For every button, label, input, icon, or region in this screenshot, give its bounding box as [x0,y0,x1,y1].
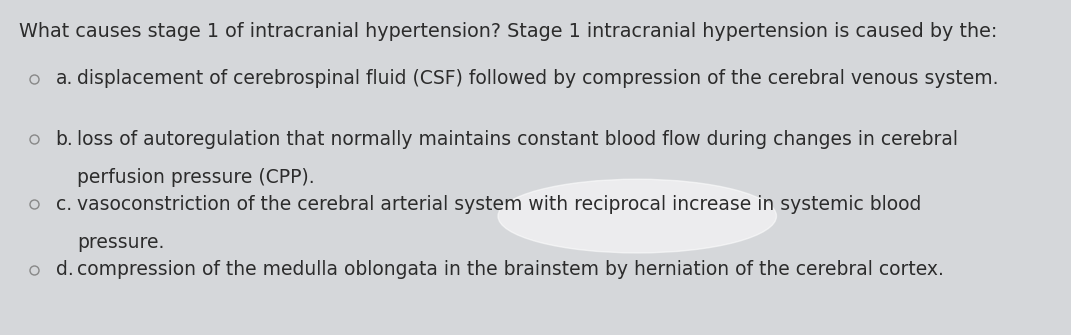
Text: a.: a. [56,69,73,88]
Text: c.: c. [56,195,72,214]
Ellipse shape [498,179,776,253]
Text: pressure.: pressure. [77,233,165,252]
Text: d.: d. [56,260,74,279]
Text: compression of the medulla oblongata in the brainstem by herniation of the cereb: compression of the medulla oblongata in … [77,260,944,279]
Text: loss of autoregulation that normally maintains constant blood flow during change: loss of autoregulation that normally mai… [77,130,959,148]
Text: b.: b. [56,130,74,148]
Text: perfusion pressure (CPP).: perfusion pressure (CPP). [77,168,315,187]
Text: What causes stage 1 of intracranial hypertension? Stage 1 intracranial hypertens: What causes stage 1 of intracranial hype… [19,22,998,41]
Text: displacement of cerebrospinal fluid (CSF) followed by compression of the cerebra: displacement of cerebrospinal fluid (CSF… [77,69,998,88]
Text: vasoconstriction of the cerebral arterial system with reciprocal increase in sys: vasoconstriction of the cerebral arteria… [77,195,921,214]
